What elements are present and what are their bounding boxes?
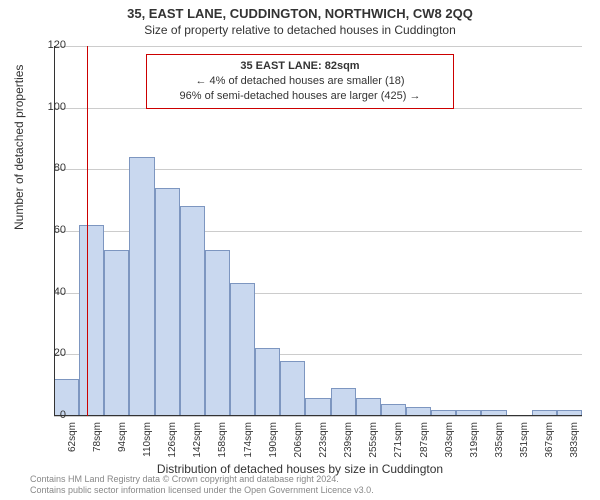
grid-line [54,46,582,47]
histogram-bar [79,225,104,416]
x-tick-label: 367sqm [544,422,555,472]
x-tick-label: 239sqm [343,422,354,472]
y-tick-label: 20 [26,347,66,359]
histogram-bar [230,283,255,416]
x-tick-label: 78sqm [92,422,103,472]
histogram-bar [180,206,205,416]
histogram-bar [255,348,280,416]
x-tick-label: 223sqm [318,422,329,472]
x-tick-label: 271sqm [393,422,404,472]
y-tick-label: 60 [26,224,66,236]
histogram-bar [129,157,154,416]
y-tick-label: 100 [26,101,66,113]
x-tick-label: 206sqm [293,422,304,472]
marker-info-box: 35 EAST LANE: 82sqm← 4% of detached hous… [146,54,454,109]
info-box-line-3: 96% of semi-detached houses are larger (… [155,89,445,104]
x-tick-label: 110sqm [142,422,153,472]
footer-attribution: Contains HM Land Registry data © Crown c… [30,474,374,497]
y-tick-label: 0 [26,409,66,421]
chart-plot-area: 35 EAST LANE: 82sqm← 4% of detached hous… [54,46,582,416]
marker-line [87,46,88,416]
x-tick-label: 174sqm [243,422,254,472]
x-tick-label: 255sqm [368,422,379,472]
x-tick-label: 62sqm [67,422,78,472]
histogram-bar [331,388,356,416]
histogram-bar [280,361,305,417]
x-tick-label: 158sqm [217,422,228,472]
x-tick-label: 303sqm [444,422,455,472]
x-tick-label: 351sqm [519,422,530,472]
histogram-bar [205,250,230,417]
histogram-bar [104,250,129,417]
y-tick-label: 120 [26,39,66,51]
x-tick-label: 335sqm [494,422,505,472]
info-box-line-2: ← 4% of detached houses are smaller (18) [155,74,445,89]
x-tick-label: 94sqm [117,422,128,472]
chart-title-main: 35, EAST LANE, CUDDINGTON, NORTHWICH, CW… [0,0,600,21]
histogram-bar [305,398,330,417]
x-tick-label: 319sqm [469,422,480,472]
y-tick-label: 80 [26,162,66,174]
y-tick-label: 40 [26,286,66,298]
x-axis-line [54,415,582,416]
x-tick-label: 126sqm [167,422,178,472]
x-tick-label: 142sqm [192,422,203,472]
info-box-line-1: 35 EAST LANE: 82sqm [155,59,445,74]
x-tick-label: 383sqm [569,422,580,472]
chart-title-sub: Size of property relative to detached ho… [0,21,600,37]
x-tick-label: 190sqm [268,422,279,472]
histogram-bar [155,188,180,416]
y-axis-label: Number of detached properties [12,65,26,230]
histogram-bar [356,398,381,417]
footer-line-2: Contains public sector information licen… [30,485,374,496]
grid-line [54,416,582,417]
x-tick-label: 287sqm [419,422,430,472]
footer-line-1: Contains HM Land Registry data © Crown c… [30,474,374,485]
